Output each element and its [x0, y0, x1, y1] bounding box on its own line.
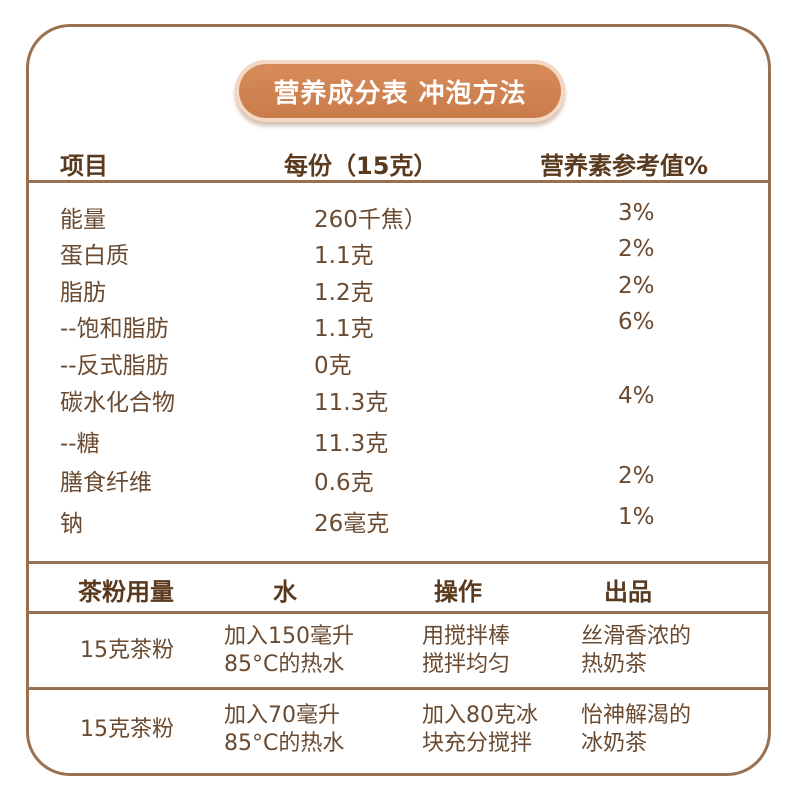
nutrient-nrv: 1%: [618, 504, 655, 530]
nutrient-nrv: 2%: [618, 463, 655, 489]
divider: [28, 180, 769, 183]
nutrient-amount: 26毫克: [314, 511, 390, 537]
page-title: 营养成分表 冲泡方法: [235, 60, 565, 122]
nutrient-nrv: 4%: [618, 383, 655, 409]
divider: [28, 611, 769, 614]
header-nrv: 营养素参考值%: [540, 152, 709, 180]
nutrient-amount: 1.1克: [314, 243, 374, 269]
nutrient-amount: 260千焦）: [314, 207, 427, 233]
nutrient-nrv: 2%: [618, 236, 655, 262]
nutrient-name: --饱和脂肪: [60, 316, 169, 342]
method-water: 加入70毫升 85°C的热水: [224, 703, 345, 756]
method-water: 加入150毫升 85°C的热水: [224, 624, 354, 677]
nutrient-name: 膳食纤维: [60, 470, 152, 496]
header-result: 出品: [604, 578, 652, 606]
method-operation: 用搅拌棒 搅拌均匀: [422, 624, 511, 677]
nutrient-name: 碳水化合物: [60, 390, 175, 416]
nutrient-amount: 0.6克: [314, 470, 374, 496]
nutrient-name: 能量: [60, 207, 106, 233]
nutrient-nrv: 3%: [618, 200, 655, 226]
nutrient-name: 脂肪: [60, 280, 106, 306]
header-powder: 茶粉用量: [78, 578, 174, 606]
nutrient-name: --糖: [60, 431, 100, 457]
nutrient-amount: 1.2克: [314, 280, 374, 306]
header-item: 项目: [60, 152, 108, 180]
header-operation: 操作: [434, 578, 482, 606]
divider: [28, 561, 769, 564]
nutrient-amount: 11.3克: [314, 390, 389, 416]
nutrient-name: --反式脂肪: [60, 353, 169, 379]
method-operation: 加入80克冰 块充分搅拌: [422, 703, 538, 756]
nutrient-nrv: 2%: [618, 273, 655, 299]
nutrition-card: [26, 24, 771, 776]
method-powder: 15克茶粉: [80, 638, 174, 663]
nutrient-nrv: 6%: [618, 309, 655, 335]
nutrient-name: 蛋白质: [60, 243, 129, 269]
nutrient-amount: 1.1克: [314, 316, 374, 342]
method-powder: 15克茶粉: [80, 717, 174, 742]
method-result: 怡神解渴的 冰奶茶: [581, 703, 692, 756]
method-result: 丝滑香浓的 热奶茶: [581, 624, 692, 677]
header-per-serving: 每份（15克）: [284, 152, 438, 180]
nutrient-amount: 11.3克: [314, 431, 389, 457]
divider: [28, 687, 769, 690]
nutrient-amount: 0克: [314, 353, 352, 379]
nutrient-name: 钠: [60, 511, 83, 537]
header-water: 水: [273, 578, 297, 606]
